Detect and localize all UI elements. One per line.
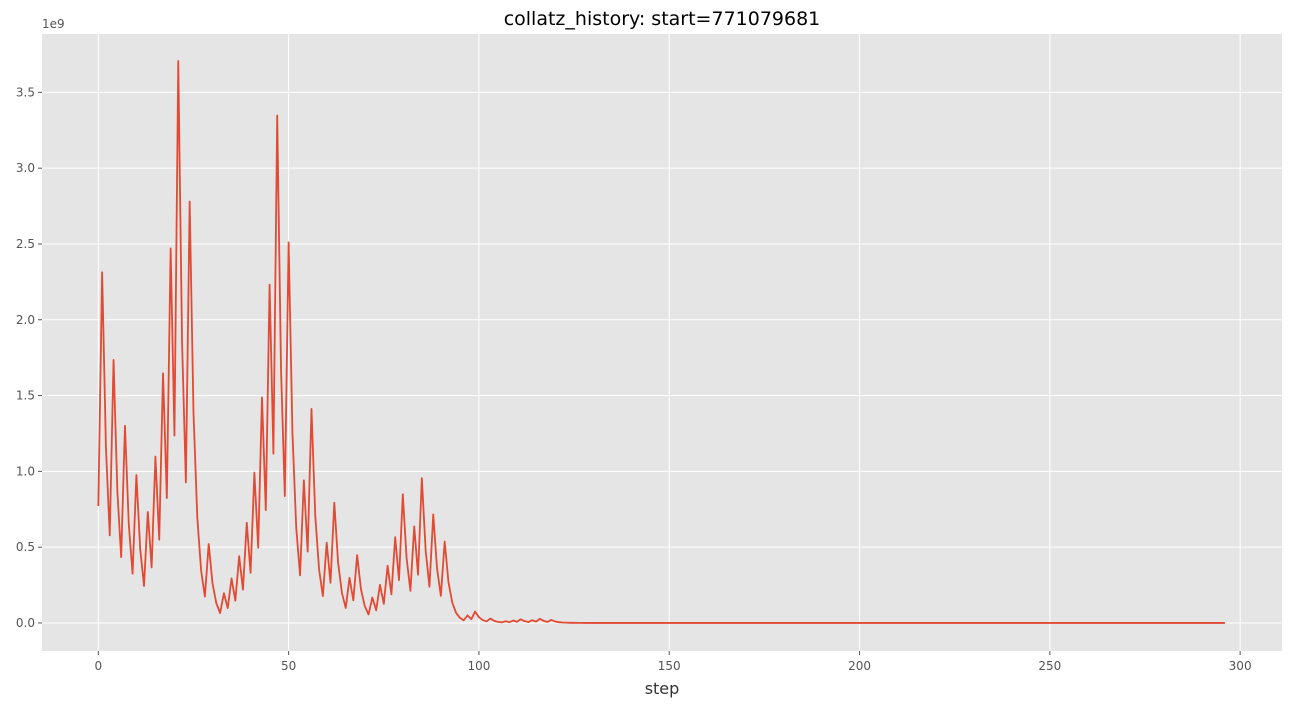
x-tick-label: 250 — [1038, 659, 1061, 673]
y-tick-label: 3.5 — [16, 85, 35, 99]
chart-title: collatz_history: start=771079681 — [504, 8, 821, 30]
y-tick-label: 1.0 — [16, 464, 35, 478]
y-tick-label: 2.5 — [16, 237, 35, 251]
y-tick-label: 0.5 — [16, 540, 35, 554]
x-tick-label: 300 — [1229, 659, 1252, 673]
y-tick-label: 0.0 — [16, 616, 35, 630]
grid-lines — [42, 34, 1282, 651]
y-tick-label: 3.0 — [16, 161, 35, 175]
y-axis-offset-label: 1e9 — [42, 17, 65, 31]
x-tick-label: 100 — [467, 659, 490, 673]
y-tick-label: 2.0 — [16, 313, 35, 327]
x-axis-ticks: 0 50 100 150 200 250 300 — [95, 651, 1252, 673]
plot-background — [42, 34, 1282, 651]
x-tick-label: 150 — [658, 659, 681, 673]
y-tick-label: 1.5 — [16, 389, 35, 403]
x-tick-label: 0 — [95, 659, 103, 673]
x-axis-label: step — [645, 679, 680, 698]
x-tick-label: 200 — [848, 659, 871, 673]
series-line — [97, 60, 1225, 624]
y-axis-ticks: 0.0 0.5 1.0 1.5 2.0 2.5 3.0 3.5 — [16, 85, 42, 630]
x-tick-label: 50 — [281, 659, 296, 673]
